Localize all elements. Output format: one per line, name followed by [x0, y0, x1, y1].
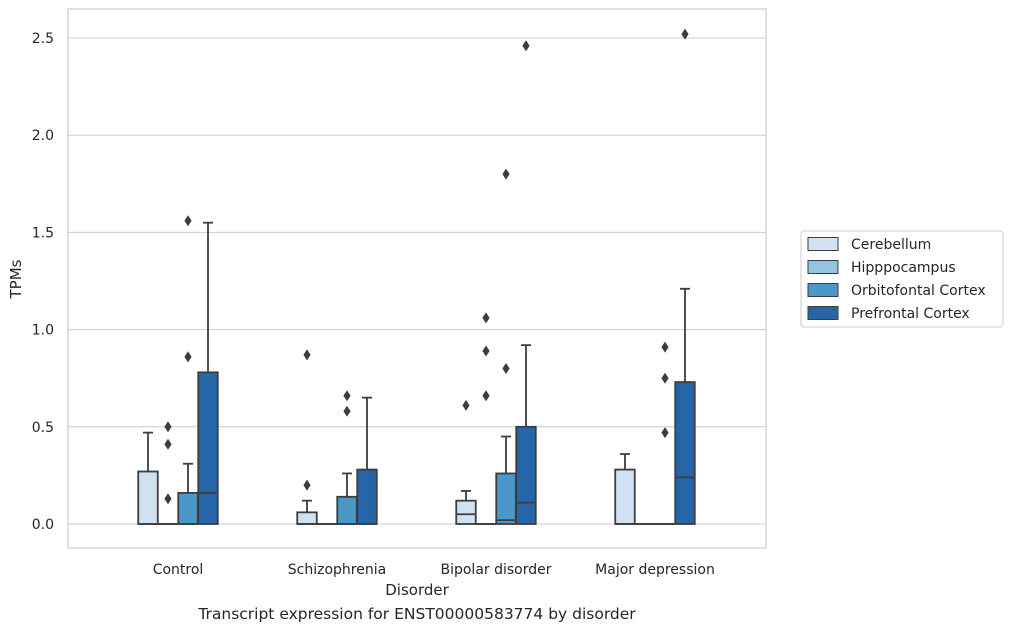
outlier-point: [522, 40, 530, 52]
x-tick-label: Major depression: [595, 562, 715, 578]
box-orbitofontal-cortex: [495, 168, 517, 525]
box: [614, 468, 636, 525]
y-tick-label: 2.5: [32, 31, 54, 47]
box-cerebellum: [614, 453, 636, 525]
figure-caption: Transcript expression for ENST0000058377…: [198, 605, 636, 623]
box: [674, 381, 696, 525]
outlier-point: [343, 405, 351, 417]
x-tick-label: Bipolar disorder: [440, 562, 551, 578]
legend-swatch: [807, 283, 839, 297]
box-orbitofontal-cortex: [177, 215, 199, 525]
outlier-point: [303, 479, 311, 491]
box-cerebellum: [137, 431, 159, 525]
outlier-point: [502, 168, 510, 180]
outlier-point: [462, 399, 470, 411]
box: [495, 472, 517, 525]
outlier-point: [184, 215, 192, 227]
box-prefrontal-cortex: [674, 28, 696, 525]
legend-swatch: [807, 260, 839, 274]
y-tick-label: 2.0: [32, 128, 54, 144]
gridlines: [68, 37, 766, 525]
legend-label: Prefrontal Cortex: [851, 306, 970, 322]
box: [336, 495, 358, 525]
outlier-point: [343, 390, 351, 402]
box: [137, 470, 159, 525]
legend-label: Orbitofontal Cortex: [851, 283, 986, 299]
outlier-point: [164, 493, 172, 505]
x-axis-label: Disorder: [385, 581, 449, 599]
outlier-point: [502, 362, 510, 374]
y-tick-label: 1.5: [32, 225, 54, 241]
box: [296, 511, 318, 525]
box-orbitofontal-cortex: [336, 390, 358, 525]
outlier-point: [482, 390, 490, 402]
outlier-point: [164, 438, 172, 450]
y-tick-label: 0.5: [32, 420, 54, 436]
outlier-point: [184, 351, 192, 363]
outlier-point: [482, 312, 490, 324]
box: [177, 491, 199, 525]
box: [197, 371, 219, 525]
box-cerebellum: [296, 349, 318, 525]
x-tick-label: Schizophrenia: [288, 562, 386, 578]
legend-label: Hipppocampus: [851, 260, 956, 276]
legend-frame: [800, 230, 1004, 328]
outlier-point: [661, 372, 669, 384]
boxes: [137, 28, 696, 525]
outlier-point: [482, 345, 490, 357]
y-axis-label: TPMs: [7, 259, 25, 299]
box-prefrontal-cortex: [356, 396, 378, 525]
y-tick-label: 1.0: [32, 323, 54, 339]
box-cerebellum: [455, 399, 477, 525]
box-hipppocampus: [157, 421, 179, 525]
box-prefrontal-cortex: [197, 221, 219, 525]
x-tick-labels: Control Schizophrenia Bipolar disorder Majo…: [153, 562, 715, 578]
outlier-point: [661, 427, 669, 439]
box-hipppocampus: [475, 312, 497, 525]
box: [455, 499, 477, 525]
legend-swatch: [807, 306, 839, 320]
legend: Cerebellum Hipppocampus Orbitofontal Corte…: [800, 230, 1004, 328]
outlier-point: [661, 341, 669, 353]
plot-frame: [67, 8, 767, 549]
outlier-point: [303, 349, 311, 361]
outlier-point: [681, 28, 689, 40]
legend-swatch: [807, 237, 839, 251]
legend-label: Cerebellum: [851, 237, 931, 253]
box-orbitofontal-cortex: [654, 341, 676, 525]
y-tick-label: 0.0: [32, 517, 54, 533]
y-tick-labels: 0.0 0.5 1.0 1.5 2.0 2.5: [32, 31, 54, 533]
box-prefrontal-cortex: [515, 40, 537, 525]
box: [515, 425, 537, 525]
outlier-point: [164, 421, 172, 433]
box: [356, 468, 378, 525]
x-tick-label: Control: [153, 562, 204, 578]
